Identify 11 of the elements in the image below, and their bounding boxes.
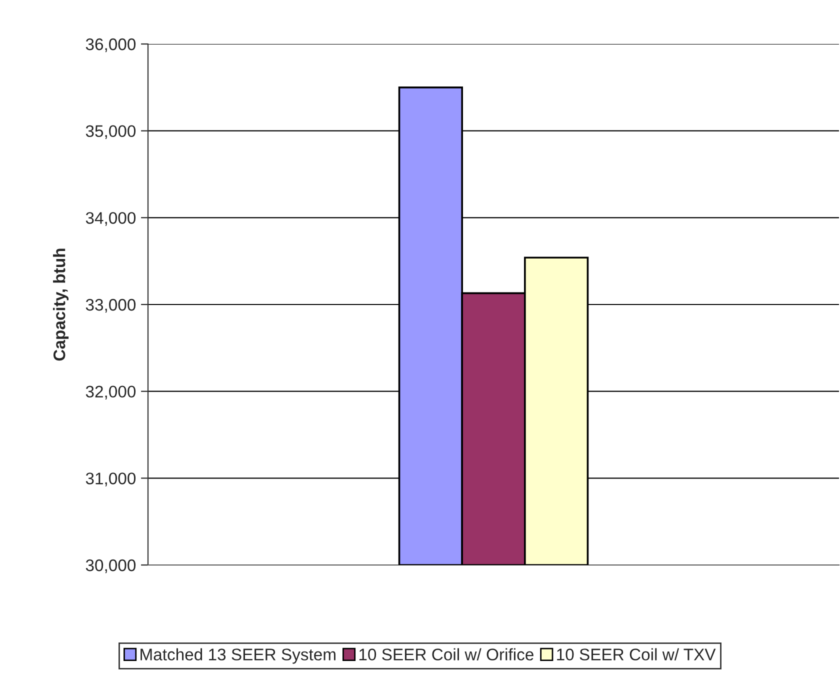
y-tick-label: 33,000: [86, 298, 136, 313]
y-tick-label: 32,000: [86, 386, 136, 400]
legend-label: 10 SEER Coil w/ Orifice: [359, 648, 534, 660]
legend-label: Matched 13 SEER System: [140, 648, 336, 664]
y-tick-label: 31,000: [86, 472, 136, 486]
y-tick-label: 34,000: [86, 212, 136, 226]
y-tick-label: 35,000: [86, 125, 136, 140]
y-tick-label: 30,000: [86, 559, 136, 574]
y-tick-label: 36,000: [86, 38, 136, 52]
y-axis-title: Capacity, btuh: [53, 248, 69, 361]
legend-label: 10 SEER Coil w/ TXV: [557, 648, 716, 660]
